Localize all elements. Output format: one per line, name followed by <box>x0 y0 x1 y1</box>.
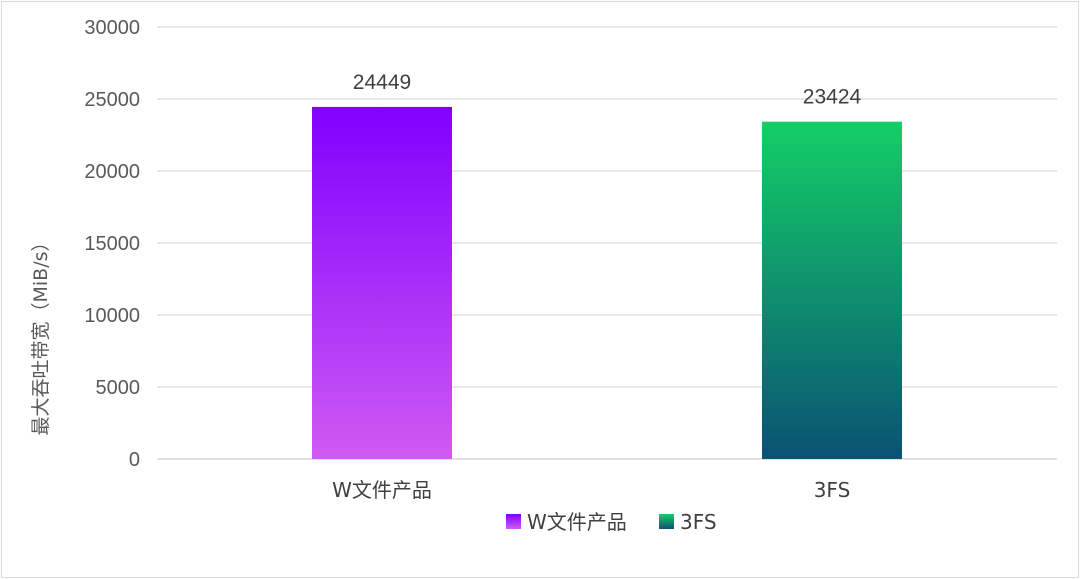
x-axis-categories: W文件产品 3FS <box>332 478 850 502</box>
y-tick-label: 5000 <box>96 377 141 399</box>
bar <box>762 121 902 459</box>
y-tick-label: 15000 <box>84 233 140 255</box>
y-tick-label: 0 <box>129 449 140 471</box>
x-category-label: W文件产品 <box>332 478 432 502</box>
data-labels: 24449 23424 <box>353 71 862 109</box>
y-axis-title: 最大吞吐带宽（MiB/s） <box>30 232 52 435</box>
legend-swatch <box>506 514 521 529</box>
legend-label: W文件产品 <box>527 510 627 534</box>
bar <box>312 106 452 460</box>
legend: W文件产品 3FS <box>506 510 717 534</box>
y-tick-label: 25000 <box>84 89 140 111</box>
bars <box>312 106 902 460</box>
legend-label: 3FS <box>680 510 717 534</box>
data-label: 23424 <box>803 86 862 109</box>
data-label: 24449 <box>353 71 411 94</box>
x-category-label: 3FS <box>814 478 851 502</box>
gridlines <box>157 26 1057 460</box>
legend-swatch <box>659 514 674 529</box>
y-tick-label: 20000 <box>84 161 140 183</box>
y-tick-label: 10000 <box>84 305 140 327</box>
y-axis-ticks: 0 5000 10000 15000 20000 25000 30000 <box>84 17 140 471</box>
y-tick-label: 30000 <box>84 17 140 39</box>
